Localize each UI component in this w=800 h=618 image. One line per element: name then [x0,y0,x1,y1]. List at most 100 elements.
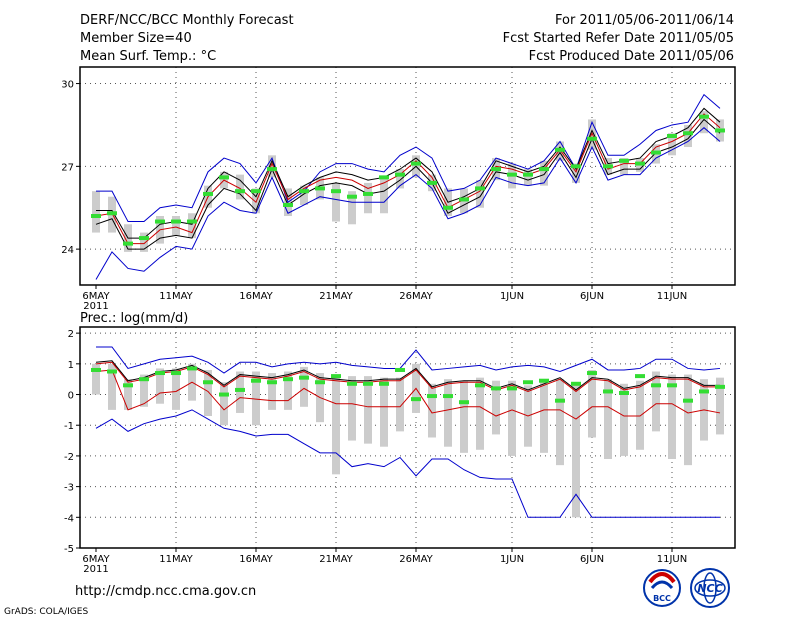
prec-x-tick-label: 6JUN [580,554,604,565]
fcst-produced-date: Fcst Produced Date 2011/05/06 [529,49,734,64]
prec-range-bar [508,380,516,456]
bcc-logo: BCC [643,569,681,607]
temp-obs-mark [395,172,405,177]
prec-obs-mark [427,394,437,399]
temperature-panel: 24 27 30 6MAY 11MAY 16MAY 21MAY 26MAY 1JUN 6JUN 1… [61,66,736,312]
prec-range-bar [92,363,100,395]
prec-range-bar [396,377,404,432]
prec-obs-mark [363,381,373,386]
temp-obs-mark [91,214,101,219]
temperature-grid [80,67,735,285]
temp-obs-mark [427,180,437,185]
prec-obs-mark [123,383,133,388]
prec-range-bar [636,380,644,450]
temp-obs-mark [331,189,341,194]
temp-obs-mark [139,236,149,241]
temp-obs-mark [251,189,261,194]
prec-obs-mark [699,389,709,394]
prec-obs-mark [235,387,245,392]
precipitation-observations [91,366,725,405]
prec-range-bar [380,377,388,447]
prec-range-bar [108,363,116,410]
precipitation-frame [79,326,736,549]
prec-y-tick-label: 0 [68,391,74,402]
prec-range-bar [252,371,260,426]
variable-label: Mean Surf. Temp.: °C [80,49,216,64]
temp-obs-mark [491,167,501,172]
temp-obs-mark [219,175,229,180]
temp-range-bar [684,124,692,148]
prec-year-label: 2011 [83,564,108,575]
temp-range-bar [620,158,628,175]
prec-obs-mark [507,386,517,391]
prec-obs-mark [219,392,229,397]
temp-obs-mark [203,191,213,196]
temp-obs-mark [171,219,181,224]
temp-line-min [95,127,721,280]
temp-obs-mark [363,191,373,196]
prec-x-tick-label: 26MAY [399,554,433,565]
temp-y-tick-label: 27 [61,162,74,173]
temp-obs-mark [651,150,661,155]
prec-range-bar [668,374,676,459]
temperature-lines [95,93,721,280]
prec-range-bar [236,371,244,413]
temp-obs-mark [619,158,629,163]
temp-obs-mark [635,161,645,166]
precipitation-y-axis: -5 -4 -3 -2 -1 0 1 2 [64,329,80,555]
prec-obs-mark [475,383,485,388]
temp-obs-mark [539,167,549,172]
prec-obs-mark [667,383,677,388]
temp-range-bar [140,232,148,252]
temp-obs-mark [475,186,485,191]
temp-obs-mark [683,131,693,136]
temp-line-upper [96,107,721,239]
precipitation-lines [95,346,721,518]
temp-x-tick-label: 11MAY [159,291,193,302]
prec-y-tick-label: -2 [64,452,74,463]
prec-obs-mark [603,389,613,394]
prec-x-tick-label: 21MAY [319,554,353,565]
prec-range-bar [444,379,452,447]
precipitation-bars [92,363,724,518]
prec-x-tick-label: 6MAY [82,554,110,565]
prec-obs-mark [459,400,469,405]
prec-range-bar [684,374,692,466]
temp-range-bar [476,180,484,208]
temp-obs-mark [587,136,597,141]
temp-range-bar [252,188,260,214]
prec-obs-mark [379,381,389,386]
prec-range-bar [364,376,372,444]
forecast-period: For 2011/05/06-2011/06/14 [555,13,734,28]
prec-range-bar [204,369,212,417]
temp-x-tick-label: 6JUN [580,291,604,302]
prec-obs-mark [651,383,661,388]
prec-obs-mark [347,381,357,386]
temp-obs-mark [603,164,613,169]
temp-obs-mark [267,167,277,172]
temp-range-bar [268,155,276,178]
prec-obs-mark [299,375,309,380]
prec-range-bar [716,377,724,435]
prec-obs-mark [107,369,117,374]
prec-y-tick-label: -5 [64,544,74,555]
temp-x-tick-label: 6MAY [82,291,110,302]
precipitation-x-axis: 6MAY 11MAY 16MAY 21MAY 26MAY 1JUN 6JUN 11JUN 201… [82,548,687,575]
source-url[interactable]: http://cmdp.ncc.cma.gov.cn [75,584,256,599]
temp-x-tick-label: 16MAY [239,291,273,302]
temp-range-bar [300,185,308,205]
prec-range-bar [588,369,596,438]
prec-obs-mark [715,384,725,389]
prec-line-max [96,346,721,374]
temperature-x-axis: 6MAY 11MAY 16MAY 21MAY 26MAY 1JUN 6JUN 11JUN 201… [82,285,687,312]
precipitation-panel: -5 -4 -3 -2 -1 0 1 2 6MAY 11MAY 16MAY 21MAY 26MAY 1J… [64,326,736,575]
prec-range-bar [300,366,308,407]
prec-line-median [95,369,721,420]
temp-obs-mark [443,205,453,210]
prec-obs-mark [267,380,277,385]
temp-obs-mark [411,161,421,166]
prec-obs-mark [683,398,693,403]
temp-obs-mark [379,175,389,180]
temp-line-lower [95,118,721,250]
prec-range-bar [572,385,580,518]
